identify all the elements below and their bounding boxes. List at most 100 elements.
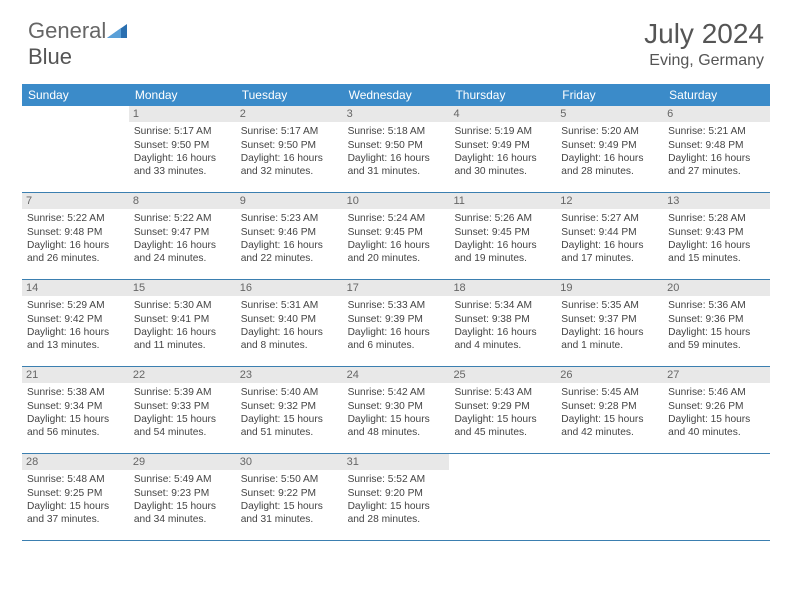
brand-text: GeneralBlue — [28, 18, 127, 70]
day-cell: 24 Sunrise: 5:42 AMSunset: 9:30 PMDayligh… — [343, 367, 450, 453]
dow-cell: Thursday — [449, 84, 556, 106]
sunrise-line: Sunrise: 5:21 AM — [668, 125, 765, 138]
day-number: 3 — [343, 106, 450, 122]
week-row: 14Sunrise: 5:29 AMSunset: 9:42 PMDayligh… — [22, 280, 770, 367]
brand-part2: Blue — [28, 44, 72, 69]
sunset-line: Sunset: 9:44 PM — [561, 226, 658, 239]
day-number: 13 — [663, 193, 770, 209]
day-cell: 2Sunrise: 5:17 AMSunset: 9:50 PMDaylight… — [236, 106, 343, 192]
daylight-line-1: Daylight: 15 hours — [134, 500, 231, 513]
daylight-line-1: Daylight: 15 hours — [348, 413, 445, 426]
daylight-line-2: and 48 minutes. — [348, 426, 445, 439]
sunset-line: Sunset: 9:50 PM — [241, 139, 338, 152]
month-title: July 2024 — [644, 18, 764, 50]
daylight-line-2: and 40 minutes. — [668, 426, 765, 439]
daylight-line-1: Daylight: 16 hours — [668, 152, 765, 165]
day-cell: 12Sunrise: 5:27 AMSunset: 9:44 PMDayligh… — [556, 193, 663, 279]
daylight-line-1: Daylight: 16 hours — [668, 239, 765, 252]
week-row: 21Sunrise: 5:38 AMSunset: 9:34 PMDayligh… — [22, 367, 770, 454]
dow-cell: Wednesday — [343, 84, 450, 106]
day-cell: 5Sunrise: 5:20 AMSunset: 9:49 PMDaylight… — [556, 106, 663, 192]
sunrise-line: Sunrise: 5:22 AM — [27, 212, 124, 225]
day-number: 17 — [343, 280, 450, 296]
sunset-line: Sunset: 9:33 PM — [134, 400, 231, 413]
day-cell: 1Sunrise: 5:17 AMSunset: 9:50 PMDaylight… — [129, 106, 236, 192]
dow-cell: Monday — [129, 84, 236, 106]
sunset-line: Sunset: 9:45 PM — [454, 226, 551, 239]
day-cell — [22, 106, 129, 192]
daylight-line-1: Daylight: 16 hours — [134, 326, 231, 339]
page-header: GeneralBlue July 2024 Eving, Germany — [0, 0, 792, 78]
day-number: 29 — [129, 454, 236, 470]
sunrise-line: Sunrise: 5:33 AM — [348, 299, 445, 312]
sunset-line: Sunset: 9:47 PM — [134, 226, 231, 239]
sunset-line: Sunset: 9:49 PM — [561, 139, 658, 152]
sunrise-line: Sunrise: 5:42 AM — [348, 386, 445, 399]
dow-cell: Tuesday — [236, 84, 343, 106]
day-cell: 8Sunrise: 5:22 AMSunset: 9:47 PMDaylight… — [129, 193, 236, 279]
day-number: 8 — [129, 193, 236, 209]
sunset-line: Sunset: 9:50 PM — [134, 139, 231, 152]
day-cell: 25Sunrise: 5:43 AMSunset: 9:29 PMDayligh… — [449, 367, 556, 453]
sunset-line: Sunset: 9:25 PM — [27, 487, 124, 500]
day-number: 2 — [236, 106, 343, 122]
daylight-line-2: and 51 minutes. — [241, 426, 338, 439]
daylight-line-2: and 15 minutes. — [668, 252, 765, 265]
day-cell: 7Sunrise: 5:22 AMSunset: 9:48 PMDaylight… — [22, 193, 129, 279]
day-cell: 6Sunrise: 5:21 AMSunset: 9:48 PMDaylight… — [663, 106, 770, 192]
sunset-line: Sunset: 9:49 PM — [454, 139, 551, 152]
sunset-line: Sunset: 9:36 PM — [668, 313, 765, 326]
day-number: 18 — [449, 280, 556, 296]
sunrise-line: Sunrise: 5:18 AM — [348, 125, 445, 138]
sunset-line: Sunset: 9:30 PM — [348, 400, 445, 413]
sunrise-line: Sunrise: 5:28 AM — [668, 212, 765, 225]
day-number: 7 — [22, 193, 129, 209]
daylight-line-1: Daylight: 15 hours — [348, 500, 445, 513]
day-cell: 11Sunrise: 5:26 AMSunset: 9:45 PMDayligh… — [449, 193, 556, 279]
daylight-line-2: and 6 minutes. — [348, 339, 445, 352]
sunrise-line: Sunrise: 5:50 AM — [241, 473, 338, 486]
location-label: Eving, Germany — [644, 52, 764, 70]
sunset-line: Sunset: 9:45 PM — [348, 226, 445, 239]
day-cell: 27Sunrise: 5:46 AMSunset: 9:26 PMDayligh… — [663, 367, 770, 453]
sunset-line: Sunset: 9:50 PM — [348, 139, 445, 152]
daylight-line-1: Daylight: 16 hours — [561, 326, 658, 339]
day-number: 25 — [449, 367, 556, 383]
daylight-line-1: Daylight: 15 hours — [241, 500, 338, 513]
daylight-line-2: and 28 minutes. — [561, 165, 658, 178]
sunrise-line: Sunrise: 5:34 AM — [454, 299, 551, 312]
day-cell: 31Sunrise: 5:52 AMSunset: 9:20 PMDayligh… — [343, 454, 450, 540]
day-cell: 9Sunrise: 5:23 AMSunset: 9:46 PMDaylight… — [236, 193, 343, 279]
day-number-empty — [22, 106, 129, 122]
sunset-line: Sunset: 9:20 PM — [348, 487, 445, 500]
day-number: 15 — [129, 280, 236, 296]
dow-cell: Friday — [556, 84, 663, 106]
sunset-line: Sunset: 9:38 PM — [454, 313, 551, 326]
sunrise-line: Sunrise: 5:24 AM — [348, 212, 445, 225]
daylight-line-2: and 37 minutes. — [27, 513, 124, 526]
day-number: 6 — [663, 106, 770, 122]
day-number: 24 — [343, 367, 450, 383]
sunset-line: Sunset: 9:32 PM — [241, 400, 338, 413]
day-cell: 3Sunrise: 5:18 AMSunset: 9:50 PMDaylight… — [343, 106, 450, 192]
calendar-grid: SundayMondayTuesdayWednesdayThursdayFrid… — [22, 84, 770, 541]
daylight-line-1: Daylight: 16 hours — [27, 239, 124, 252]
sunrise-line: Sunrise: 5:20 AM — [561, 125, 658, 138]
title-block: July 2024 Eving, Germany — [644, 18, 764, 70]
sunrise-line: Sunrise: 5:38 AM — [27, 386, 124, 399]
daylight-line-2: and 42 minutes. — [561, 426, 658, 439]
sunrise-line: Sunrise: 5:19 AM — [454, 125, 551, 138]
day-number-empty — [663, 454, 770, 470]
sunrise-line: Sunrise: 5:43 AM — [454, 386, 551, 399]
daylight-line-1: Daylight: 16 hours — [561, 152, 658, 165]
day-cell: 30Sunrise: 5:50 AMSunset: 9:22 PMDayligh… — [236, 454, 343, 540]
day-of-week-header: SundayMondayTuesdayWednesdayThursdayFrid… — [22, 84, 770, 106]
week-row: 1Sunrise: 5:17 AMSunset: 9:50 PMDaylight… — [22, 106, 770, 193]
sunrise-line: Sunrise: 5:48 AM — [27, 473, 124, 486]
day-cell: 19Sunrise: 5:35 AMSunset: 9:37 PMDayligh… — [556, 280, 663, 366]
daylight-line-2: and 28 minutes. — [348, 513, 445, 526]
day-number: 27 — [663, 367, 770, 383]
sunset-line: Sunset: 9:34 PM — [27, 400, 124, 413]
day-cell: 20Sunrise: 5:36 AMSunset: 9:36 PMDayligh… — [663, 280, 770, 366]
brand-part1: General — [28, 18, 106, 43]
